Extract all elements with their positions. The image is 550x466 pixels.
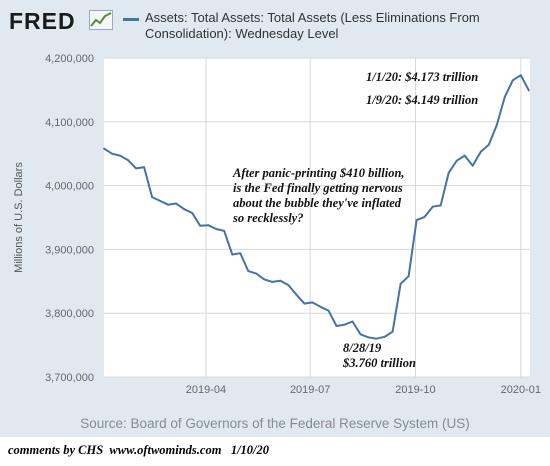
data-point <box>335 325 338 327</box>
data-point <box>511 79 514 82</box>
y-tick-label: 4,100,000 <box>45 117 94 129</box>
data-point <box>319 305 322 308</box>
data-point <box>159 200 162 202</box>
data-point <box>463 154 466 157</box>
data-point <box>255 272 258 275</box>
data-point <box>103 147 105 150</box>
data-point <box>143 166 145 168</box>
y-axis-label: Millions of U.S. Dollars <box>13 162 25 273</box>
data-point <box>151 196 153 198</box>
annotation-low-date: 8/28/19 <box>343 341 382 355</box>
data-point <box>367 336 370 339</box>
annotation-low-value: $3.760 trillion <box>343 356 416 370</box>
data-point <box>527 89 530 92</box>
data-point <box>343 323 346 326</box>
data-point <box>423 215 426 218</box>
x-tick-label: 2019-07 <box>290 384 330 396</box>
data-point <box>447 171 450 174</box>
annotation-comment-line: After panic-printing $410 billion, <box>233 166 405 180</box>
data-point <box>231 253 234 256</box>
data-point <box>519 74 522 77</box>
y-tick-label: 3,700,000 <box>45 372 94 384</box>
y-tick-label: 3,900,000 <box>45 244 94 256</box>
data-point <box>303 302 306 305</box>
data-point <box>135 167 137 170</box>
x-tick-label: 2019-10 <box>395 384 435 396</box>
fred-logo: FRED <box>9 8 76 34</box>
data-point <box>351 320 354 323</box>
data-point <box>295 293 298 296</box>
data-point <box>127 159 129 161</box>
data-point <box>399 282 402 285</box>
series-line <box>103 74 530 340</box>
y-tick-label: 4,200,000 <box>45 53 94 65</box>
data-point <box>487 143 490 146</box>
legend-label: Assets: Total Assets: Total Assets (Less… <box>145 10 480 41</box>
data-point <box>183 208 186 211</box>
y-tick-label: 3,800,000 <box>45 308 94 320</box>
data-point <box>167 203 170 206</box>
legend-swatch <box>123 18 139 21</box>
data-point <box>383 335 386 338</box>
annotation-peak-1: 1/1/20: $4.173 trillion <box>366 70 479 84</box>
data-point <box>439 204 442 207</box>
data-point <box>207 224 210 227</box>
data-point <box>175 202 178 205</box>
annotation-low: 8/28/19 $3.760 trillion <box>343 341 416 371</box>
data-point <box>311 301 314 304</box>
x-tick-label: 2019-04 <box>186 384 226 396</box>
data-point <box>239 252 242 255</box>
data-point <box>455 159 458 162</box>
annotation-comment-line: is the Fed finally getting nervous <box>233 181 403 195</box>
data-point <box>271 281 274 283</box>
data-point <box>111 152 113 155</box>
data-point <box>191 212 194 214</box>
data-point <box>247 270 250 272</box>
plot-area <box>104 58 530 377</box>
annotation-comment-line: about the bubble they've inflated <box>233 196 402 210</box>
line-chart: 3,700,000 3,800,000 3,900,000 4,000,000 4,10… <box>13 53 541 396</box>
data-point <box>215 228 218 230</box>
annotation-comment-line: so recklessly? <box>233 211 304 225</box>
data-point <box>471 164 474 167</box>
data-point <box>431 205 434 208</box>
data-point <box>263 278 266 281</box>
data-point <box>503 96 506 98</box>
x-tick-label: 2020-01 <box>501 384 541 396</box>
data-point <box>119 154 121 157</box>
data-point <box>223 229 226 232</box>
data-point <box>359 333 362 336</box>
line-chart-icon <box>89 10 113 30</box>
data-point <box>375 337 378 340</box>
data-point <box>391 330 394 333</box>
annotation-peak-2: 1/9/20: $4.149 trillion <box>366 93 479 107</box>
annotation-comment: After panic-printing $410 billion, is th… <box>233 166 405 226</box>
data-point <box>327 309 330 312</box>
data-point <box>279 279 282 282</box>
source-note: Source: Board of Governors of the Federa… <box>80 416 470 431</box>
data-point <box>479 150 482 153</box>
y-tick-label: 4,000,000 <box>45 181 94 193</box>
data-point <box>199 224 202 227</box>
data-point <box>495 124 498 126</box>
data-point <box>407 275 410 278</box>
data-point <box>287 284 290 287</box>
comments-credit: comments by CHS www.oftwominds.com 1/10/… <box>8 443 270 457</box>
data-point <box>415 219 418 221</box>
